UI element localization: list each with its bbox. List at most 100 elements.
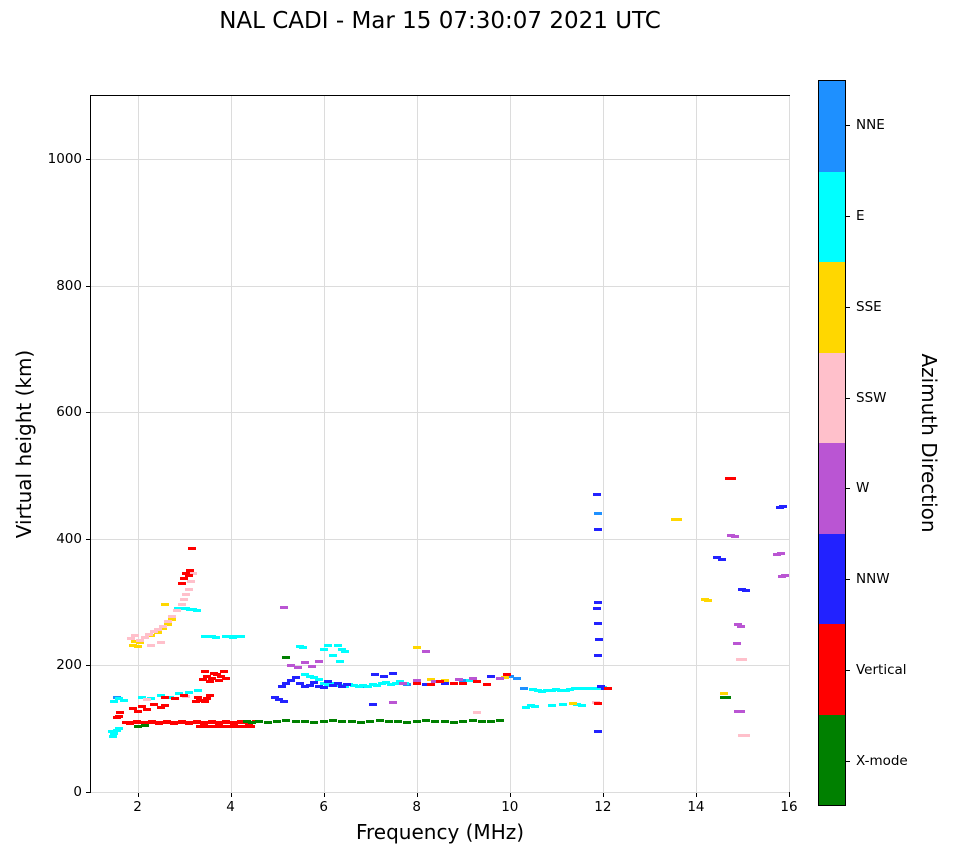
data-point [291,720,300,724]
data-point [180,597,189,601]
x-tick-mark [416,793,418,797]
y-tick-label: 1000 [47,151,82,168]
data-point [133,644,142,648]
data-point [207,724,216,728]
x-gridline [509,96,511,792]
data-point [189,572,198,576]
data-point [726,534,735,538]
data-point [333,681,342,685]
colorbar-tick [846,216,850,218]
data-point [145,632,154,636]
data-point [149,630,158,634]
x-tick-mark [137,793,139,797]
data-point [596,685,605,689]
data-point [131,634,140,638]
y-tick-label: 400 [56,530,82,547]
data-point [188,546,197,550]
data-point [459,679,468,683]
data-point [287,679,296,683]
colorbar-segment-w [819,443,845,534]
data-point [354,685,363,689]
data-point [477,720,486,724]
data-point [324,680,333,684]
data-point [301,719,310,723]
data-point [594,600,603,604]
data-point [219,670,228,674]
data-point [203,675,212,679]
data-point [368,682,377,686]
data-point [552,687,561,691]
data-point [218,724,227,728]
data-point [224,724,233,728]
colorbar-segment-ssw [819,352,845,443]
x-gridline [416,96,418,792]
data-point [294,666,303,670]
data-point [112,729,121,733]
data-point [128,643,137,647]
plot-area [90,95,790,793]
data-point [594,622,603,626]
colorbar-label-vertical: Vertical [856,661,907,678]
data-point [466,678,475,682]
y-tick-mark [86,665,90,667]
data-point [382,681,391,685]
y-gridline [91,538,789,540]
data-point [156,694,165,698]
colorbar-label-w: W [856,480,870,497]
colorbar-segment-nne [819,81,845,172]
x-gridline [789,96,790,792]
colorbar-label-nnw: NNW [856,571,890,588]
data-point [298,646,307,650]
data-point [363,684,372,688]
data-point [522,705,531,709]
data-point [138,705,147,709]
data-point [431,680,440,684]
data-point [280,700,289,704]
y-tick-mark [86,538,90,540]
data-point [301,661,310,665]
data-point [412,679,421,683]
data-point [203,696,212,700]
data-point [319,647,328,651]
data-point [473,710,482,714]
data-point [741,733,750,737]
data-point [737,624,746,628]
data-point [368,703,377,707]
data-point [594,527,603,531]
data-point [377,682,386,686]
y-gridline [91,412,789,414]
data-point [526,704,535,708]
data-point [387,682,396,686]
data-point [207,676,216,680]
data-point [282,682,291,686]
data-point [236,635,245,639]
data-point [454,677,463,681]
colorbar-label-ssw: SSW [856,389,887,406]
data-point [140,636,149,640]
data-point [280,605,289,609]
data-point [187,579,196,583]
data-point [166,695,175,699]
data-point [603,687,612,691]
y-tick-mark [86,159,90,161]
data-point [547,689,556,693]
data-point [594,512,603,516]
data-point [196,698,205,702]
data-point [577,703,586,707]
data-point [732,642,741,646]
data-point [512,677,521,681]
data-point [333,644,342,648]
data-point [394,719,403,723]
data-point [147,696,156,700]
data-point [412,646,421,650]
colorbar-label-nne: NNE [856,117,885,134]
data-point [559,702,568,706]
data-point [110,700,119,704]
data-point [201,700,209,704]
y-gridline [91,665,789,667]
data-point [180,694,189,698]
data-point [175,692,184,696]
data-point [291,675,300,679]
data-point [717,557,726,561]
chart-title: NAL CADI - Mar 15 07:30:07 2021 UTC [219,8,661,34]
